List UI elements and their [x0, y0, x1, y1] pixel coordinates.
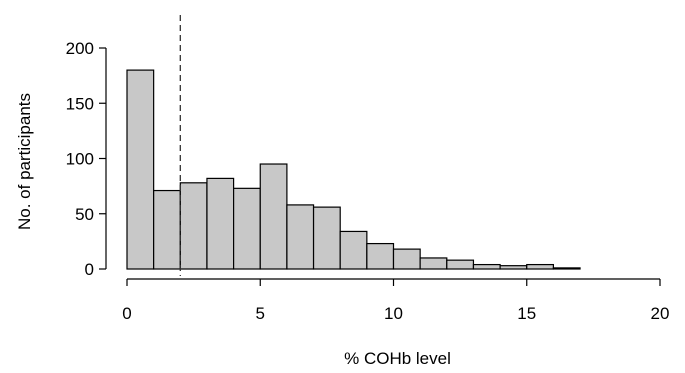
y-axis-label: No. of participants	[15, 93, 34, 230]
bars-group	[126, 69, 581, 270]
y-tick-label: 200	[66, 39, 94, 58]
histogram-bar	[339, 230, 368, 270]
histogram-bar	[446, 259, 475, 270]
histogram-bar	[259, 163, 288, 270]
x-axis-label: % COHb level	[344, 349, 451, 368]
y-tick-label: 0	[85, 260, 94, 279]
histogram-bar	[499, 265, 528, 270]
x-tick-label: 10	[384, 304, 403, 323]
histogram-bar	[179, 182, 208, 270]
histogram-bar	[552, 267, 581, 270]
histogram-bar	[206, 177, 235, 270]
histogram-bar	[153, 189, 181, 270]
histogram-bar	[286, 204, 315, 270]
y-tick-label: 50	[75, 205, 94, 224]
y-tick-label: 100	[66, 150, 94, 169]
x-tick-label: 0	[122, 304, 131, 323]
x-axis: 0 5 10 15 20	[122, 278, 670, 323]
histogram-bar	[126, 69, 155, 270]
x-tick-label: 15	[517, 304, 536, 323]
histogram-bar	[419, 257, 448, 270]
histogram-bar	[233, 187, 261, 270]
histogram-bar	[472, 263, 501, 270]
x-tick-label: 20	[651, 304, 670, 323]
histogram-bar	[392, 248, 421, 270]
x-tick-label: 5	[256, 304, 265, 323]
histogram-bar	[526, 263, 554, 270]
histogram-bar	[312, 206, 341, 270]
y-axis: 0 50 100 150 200	[66, 39, 107, 279]
histogram-bar	[366, 242, 395, 270]
y-tick-label: 150	[66, 94, 94, 113]
